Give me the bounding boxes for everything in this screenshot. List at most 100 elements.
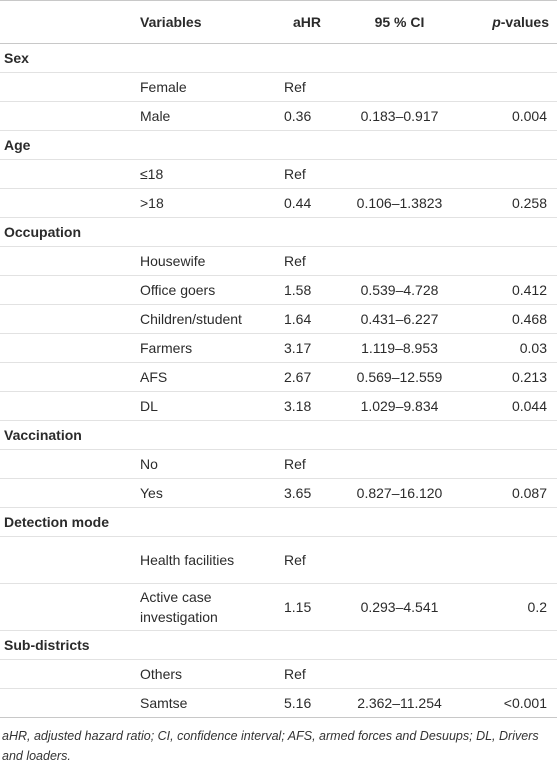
section-row: Sex [0,43,557,73]
ahr-cell: 3.18 [274,391,340,421]
ci-cell: 0.827–16.120 [340,478,459,508]
ahr-cell: Ref [274,159,340,189]
indent-cell [0,449,136,479]
section-title: Detection mode [0,507,557,537]
indent-cell [0,246,136,276]
header-p-rest: -values [500,14,549,30]
hazard-ratio-table: Variables aHR 95 % CI p-values Sex Female… [0,0,557,718]
indent-cell [0,536,136,584]
ci-cell: 0.183–0.917 [340,101,459,131]
ci-cell [340,159,459,189]
ahr-cell: 1.58 [274,275,340,305]
indent-cell [0,72,136,102]
table-row: Female Ref [0,72,557,102]
ahr-cell: 5.16 [274,688,340,718]
ci-cell [340,659,459,689]
variable-cell: Active case investigation [136,583,274,631]
ci-cell [340,536,459,584]
table-row: Male 0.36 0.183–0.917 0.004 [0,101,557,131]
indent-cell [0,659,136,689]
section-row: Detection mode [0,507,557,537]
table-body: Sex Female Ref Male 0.36 0.183–0.917 0.004 Age ≤… [0,43,557,718]
section-title: Age [0,130,557,160]
indent-cell [0,391,136,421]
p-value-cell: 0.004 [459,101,557,131]
table-row: Farmers 3.17 1.119–8.953 0.03 [0,333,557,363]
ahr-cell: 0.44 [274,188,340,218]
header-ci: 95 % CI [340,0,459,44]
ci-cell: 2.362–11.254 [340,688,459,718]
ahr-cell: Ref [274,246,340,276]
table-header-row: Variables aHR 95 % CI p-values [0,0,557,44]
section-row: Vaccination [0,420,557,450]
header-variables: Variables [136,0,274,44]
indent-cell [0,688,136,718]
indent-cell [0,304,136,334]
table-row: Health facilities Ref [0,536,557,584]
ci-cell: 0.106–1.3823 [340,188,459,218]
table-row: AFS 2.67 0.569–12.559 0.213 [0,362,557,392]
ahr-cell: Ref [274,536,340,584]
variable-cell: DL [136,391,274,421]
ci-cell: 0.293–4.541 [340,583,459,631]
p-value-cell: 0.412 [459,275,557,305]
ahr-cell: Ref [274,72,340,102]
ahr-cell: 3.17 [274,333,340,363]
table-row: DL 3.18 1.029–9.834 0.044 [0,391,557,421]
section-row: Sub-districts [0,630,557,660]
indent-cell [0,188,136,218]
p-value-cell [459,159,557,189]
table-row: Office goers 1.58 0.539–4.728 0.412 [0,275,557,305]
p-value-cell: 0.468 [459,304,557,334]
ahr-cell: 0.36 [274,101,340,131]
indent-cell [0,583,136,631]
section-row: Occupation [0,217,557,247]
ahr-cell: 1.15 [274,583,340,631]
indent-cell [0,101,136,131]
table-footnote: aHR, adjusted hazard ratio; CI, confiden… [2,729,539,763]
p-value-cell [459,659,557,689]
variable-cell: Yes [136,478,274,508]
table-row: Housewife Ref [0,246,557,276]
ci-cell: 0.431–6.227 [340,304,459,334]
section-title: Sub-districts [0,630,557,660]
p-value-cell [459,72,557,102]
ci-cell: 0.539–4.728 [340,275,459,305]
variable-cell: Male [136,101,274,131]
p-value-cell: <0.001 [459,688,557,718]
variable-cell: Others [136,659,274,689]
variable-cell: ≤18 [136,159,274,189]
variable-cell: No [136,449,274,479]
ci-cell [340,246,459,276]
variable-cell: Health facilities [136,536,274,584]
variable-cell: Office goers [136,275,274,305]
variable-cell: Housewife [136,246,274,276]
ahr-cell: 3.65 [274,478,340,508]
ci-cell: 1.119–8.953 [340,333,459,363]
indent-cell [0,333,136,363]
table-row: Others Ref [0,659,557,689]
p-value-cell: 0.213 [459,362,557,392]
indent-cell [0,478,136,508]
section-row: Age [0,130,557,160]
p-value-cell: 0.03 [459,333,557,363]
indent-cell [0,362,136,392]
p-value-cell: 0.044 [459,391,557,421]
ci-cell: 1.029–9.834 [340,391,459,421]
table-row: Active case investigation 1.15 0.293–4.541… [0,583,557,631]
ahr-cell: 2.67 [274,362,340,392]
p-value-cell [459,246,557,276]
variable-cell: AFS [136,362,274,392]
ahr-cell: 1.64 [274,304,340,334]
variable-cell: Farmers [136,333,274,363]
p-value-cell [459,449,557,479]
header-ahr: aHR [274,0,340,44]
section-title: Sex [0,43,557,73]
variable-cell: Samtse [136,688,274,718]
variable-cell: Children/student [136,304,274,334]
table-row: No Ref [0,449,557,479]
section-title: Occupation [0,217,557,247]
indent-cell [0,275,136,305]
ahr-cell: Ref [274,449,340,479]
